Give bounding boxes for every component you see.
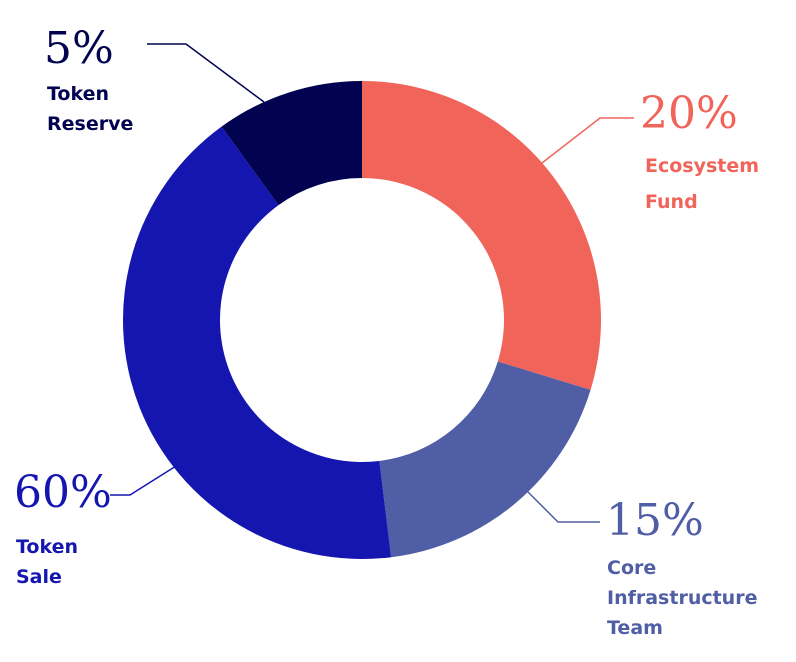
label-token-reserve-line-2: Reserve bbox=[47, 113, 133, 135]
pct-label-core-infrastructure-team: 15% bbox=[606, 495, 704, 546]
label-token-reserve-line-1: Token bbox=[47, 83, 109, 105]
label-core-infrastructure-team-line-2: Infrastructure bbox=[607, 587, 757, 609]
leader-lines bbox=[110, 43, 634, 523]
donut-slices bbox=[123, 81, 601, 559]
slice-token-reserve bbox=[221, 81, 362, 206]
label-ecosystem-fund-line-1: Ecosystem bbox=[645, 155, 759, 177]
leader-line-token-sale bbox=[110, 465, 177, 496]
label-core-infrastructure-team-line-1: Core bbox=[607, 557, 656, 579]
label-ecosystem-fund-line-2: Fund bbox=[645, 191, 698, 213]
pct-label-ecosystem-fund: 20% bbox=[640, 88, 738, 139]
label-core-infrastructure-team-line-3: Team bbox=[607, 617, 663, 639]
slice-core-infrastructure-team bbox=[379, 361, 591, 558]
label-token-sale-line-1: Token bbox=[16, 536, 78, 558]
leader-line-token-reserve bbox=[147, 43, 265, 103]
slice-ecosystem-fund bbox=[362, 81, 601, 390]
label-token-sale-line-2: Sale bbox=[16, 566, 62, 588]
slice-token-sale bbox=[123, 126, 392, 559]
leader-line-ecosystem-fund bbox=[541, 117, 634, 164]
leader-line-core-infrastructure-team bbox=[521, 485, 600, 523]
pct-label-token-reserve: 5% bbox=[44, 23, 114, 74]
pct-label-token-sale: 60% bbox=[14, 467, 112, 518]
